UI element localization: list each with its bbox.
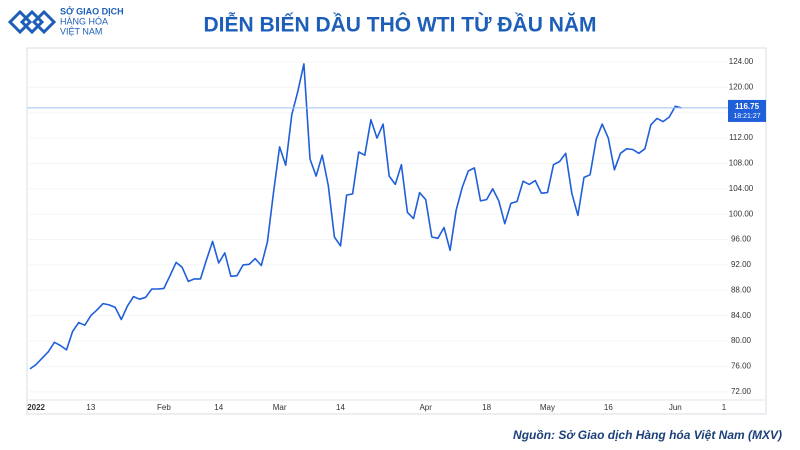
y-tick-label: 96.00 (731, 235, 752, 244)
y-tick-label: 100.00 (729, 209, 754, 218)
x-tick-label: 14 (214, 403, 223, 412)
x-tick-label: 18 (482, 403, 491, 412)
x-tick-label: Jun (669, 403, 682, 412)
x-tick-label: May (540, 403, 555, 412)
x-tick-label: Feb (157, 403, 171, 412)
y-tick-label: 120.00 (729, 82, 754, 91)
y-tick-label: 108.00 (729, 159, 754, 168)
source-note: Nguồn: Sở Giao dịch Hàng hóa Việt Nam (M… (513, 428, 782, 442)
last-price-tag (728, 99, 766, 122)
y-tick-label: 80.00 (731, 336, 752, 345)
x-tick-label: 14 (336, 403, 345, 412)
plot: 72.00 76.00 80.00 84.00 88.00 92.00 96.00 100.0… (27, 57, 766, 412)
x-tick-label: 16 (604, 403, 613, 412)
y-tick-label: 84.00 (731, 311, 752, 320)
y-tick-label: 124.00 (729, 57, 754, 66)
y-tick-label: 112.00 (729, 133, 753, 142)
x-tick-label: Apr (419, 403, 432, 412)
x-tick-label: Mar (273, 403, 287, 412)
last-time-label: 18:21:27 (733, 113, 760, 120)
chart-title: DIỄN BIẾN DẦU THÔ WTI TỪ ĐẦU NĂM (203, 13, 596, 37)
y-tick-label: 72.00 (731, 387, 752, 396)
x-tick-label: 1 (722, 403, 727, 412)
x-tick-label: 2022 (27, 403, 45, 412)
chart-panel (26, 47, 767, 415)
y-tick-label: 76.00 (731, 361, 752, 370)
price-line (29, 63, 682, 370)
logo-icon (7, 9, 57, 35)
logo-text: SỞ GIAO DỊCH (60, 5, 124, 16)
x-tick-label: 13 (86, 403, 95, 412)
last-price-label: 116.75 (735, 102, 760, 111)
y-tick-label: 88.00 (731, 285, 752, 294)
logo-text: HÀNG HÓA (60, 16, 108, 26)
logo-text: VIỆT NAM (60, 26, 102, 36)
y-tick-label: 104.00 (729, 184, 754, 193)
y-tick-label: 92.00 (731, 260, 752, 269)
